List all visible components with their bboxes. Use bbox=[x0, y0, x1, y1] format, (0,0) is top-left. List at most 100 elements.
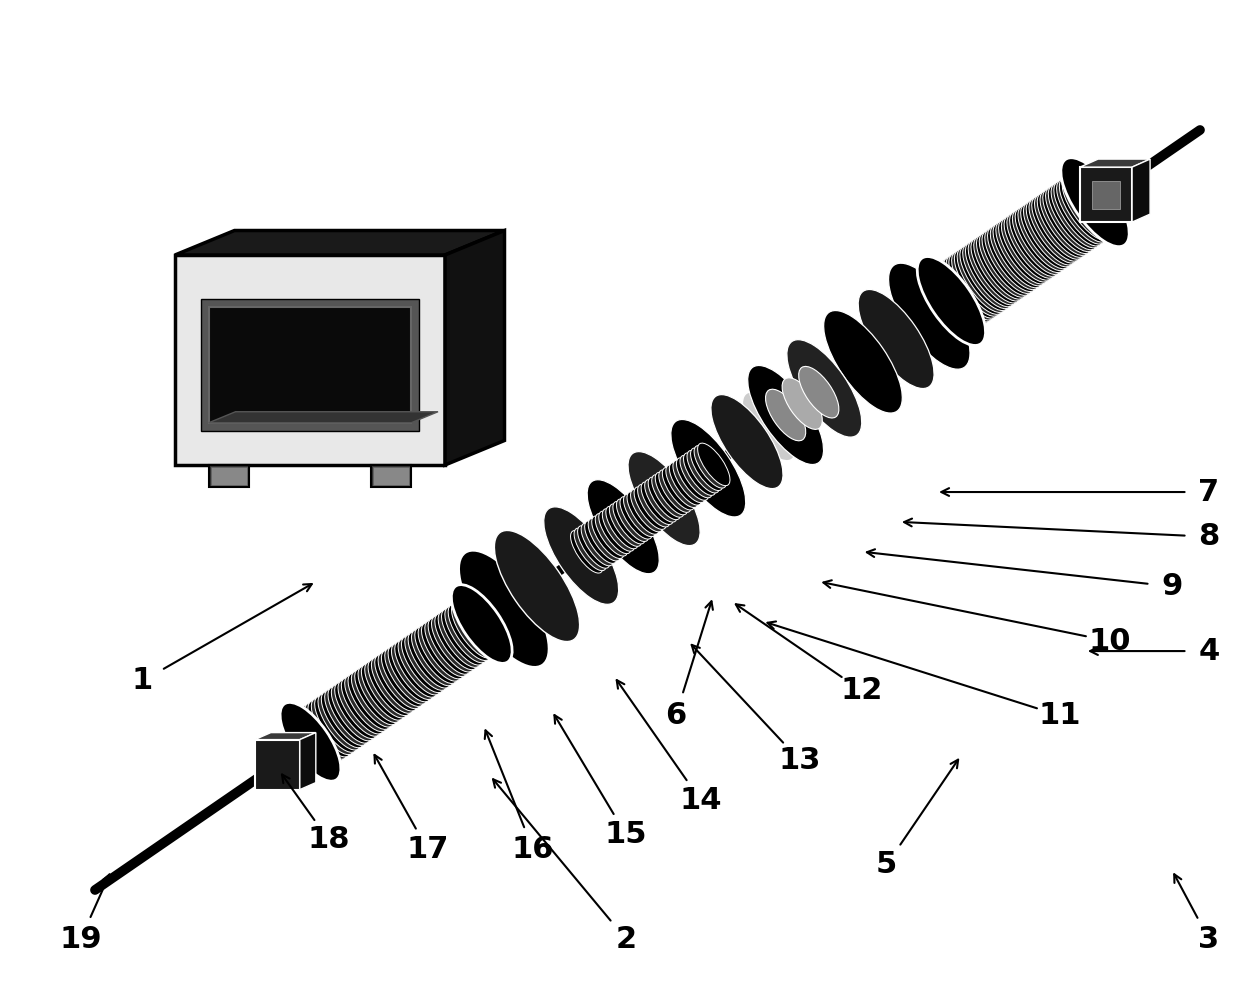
Ellipse shape bbox=[991, 225, 1039, 289]
Ellipse shape bbox=[673, 460, 706, 503]
Polygon shape bbox=[445, 231, 505, 465]
Ellipse shape bbox=[365, 662, 408, 718]
Ellipse shape bbox=[451, 584, 512, 663]
Ellipse shape bbox=[368, 659, 410, 716]
Text: 9: 9 bbox=[1161, 572, 1183, 601]
Ellipse shape bbox=[435, 613, 477, 670]
Text: 11: 11 bbox=[1039, 701, 1081, 731]
Ellipse shape bbox=[351, 671, 394, 727]
Ellipse shape bbox=[748, 366, 823, 464]
Ellipse shape bbox=[378, 652, 420, 709]
Ellipse shape bbox=[631, 489, 663, 532]
Ellipse shape bbox=[616, 499, 649, 542]
Ellipse shape bbox=[438, 611, 481, 667]
Ellipse shape bbox=[1065, 174, 1114, 239]
Ellipse shape bbox=[946, 255, 996, 320]
Polygon shape bbox=[300, 733, 316, 789]
Text: 14: 14 bbox=[680, 785, 722, 815]
Ellipse shape bbox=[1061, 158, 1130, 247]
Ellipse shape bbox=[962, 244, 1012, 309]
Ellipse shape bbox=[971, 239, 1021, 303]
Ellipse shape bbox=[966, 242, 1014, 307]
Ellipse shape bbox=[1038, 193, 1086, 257]
Ellipse shape bbox=[408, 632, 451, 688]
Ellipse shape bbox=[358, 666, 401, 723]
Text: 18: 18 bbox=[308, 825, 350, 855]
Polygon shape bbox=[211, 467, 247, 485]
Ellipse shape bbox=[315, 696, 357, 752]
Ellipse shape bbox=[652, 475, 684, 517]
Polygon shape bbox=[1080, 159, 1149, 167]
Ellipse shape bbox=[1021, 204, 1070, 268]
Ellipse shape bbox=[348, 673, 391, 730]
Ellipse shape bbox=[655, 472, 688, 515]
Ellipse shape bbox=[637, 484, 670, 527]
Text: 5: 5 bbox=[875, 850, 898, 880]
Ellipse shape bbox=[658, 470, 691, 512]
Ellipse shape bbox=[937, 261, 987, 326]
Ellipse shape bbox=[613, 501, 645, 544]
Polygon shape bbox=[175, 231, 505, 255]
Polygon shape bbox=[208, 412, 438, 422]
Ellipse shape bbox=[495, 531, 579, 641]
Ellipse shape bbox=[606, 506, 639, 549]
Ellipse shape bbox=[1002, 218, 1050, 282]
Ellipse shape bbox=[361, 664, 404, 721]
Ellipse shape bbox=[968, 241, 1017, 305]
Ellipse shape bbox=[932, 264, 982, 330]
Ellipse shape bbox=[935, 263, 985, 328]
Ellipse shape bbox=[570, 531, 603, 574]
Ellipse shape bbox=[331, 685, 374, 741]
Ellipse shape bbox=[398, 639, 441, 695]
Ellipse shape bbox=[578, 526, 610, 569]
Ellipse shape bbox=[311, 699, 355, 754]
Ellipse shape bbox=[1052, 183, 1100, 248]
Ellipse shape bbox=[982, 231, 1032, 295]
Ellipse shape bbox=[624, 494, 656, 537]
Ellipse shape bbox=[641, 482, 673, 525]
Text: 17: 17 bbox=[407, 835, 449, 865]
Ellipse shape bbox=[677, 457, 709, 500]
Text: 8: 8 bbox=[1198, 522, 1220, 552]
Ellipse shape bbox=[1004, 216, 1053, 280]
Ellipse shape bbox=[976, 235, 1025, 299]
Ellipse shape bbox=[823, 310, 903, 414]
Polygon shape bbox=[1080, 167, 1132, 222]
Ellipse shape bbox=[1063, 176, 1111, 241]
Ellipse shape bbox=[998, 220, 1048, 284]
Polygon shape bbox=[210, 465, 249, 487]
Ellipse shape bbox=[295, 710, 337, 766]
Ellipse shape bbox=[973, 237, 1023, 301]
Ellipse shape bbox=[345, 676, 387, 732]
Text: 7: 7 bbox=[1198, 477, 1220, 507]
Ellipse shape bbox=[666, 465, 698, 508]
Text: 13: 13 bbox=[779, 746, 821, 775]
Ellipse shape bbox=[355, 669, 398, 725]
Ellipse shape bbox=[980, 233, 1028, 297]
Ellipse shape bbox=[1009, 212, 1059, 276]
Ellipse shape bbox=[960, 246, 1009, 310]
Ellipse shape bbox=[582, 523, 614, 566]
Ellipse shape bbox=[609, 504, 642, 547]
Text: 10: 10 bbox=[1089, 626, 1131, 656]
Ellipse shape bbox=[329, 687, 371, 744]
Ellipse shape bbox=[339, 680, 381, 737]
Ellipse shape bbox=[649, 477, 681, 520]
Polygon shape bbox=[255, 740, 300, 789]
Ellipse shape bbox=[627, 492, 660, 534]
Ellipse shape bbox=[711, 395, 782, 489]
Text: 1: 1 bbox=[131, 666, 154, 696]
Ellipse shape bbox=[404, 634, 448, 691]
Ellipse shape bbox=[325, 689, 367, 746]
Polygon shape bbox=[1132, 159, 1149, 222]
Ellipse shape bbox=[372, 657, 414, 714]
Ellipse shape bbox=[445, 606, 487, 663]
Ellipse shape bbox=[787, 340, 862, 437]
Ellipse shape bbox=[422, 622, 464, 679]
Ellipse shape bbox=[889, 263, 970, 369]
Ellipse shape bbox=[680, 455, 712, 498]
Polygon shape bbox=[255, 733, 316, 740]
Ellipse shape bbox=[1018, 206, 1068, 270]
Ellipse shape bbox=[996, 221, 1045, 286]
Ellipse shape bbox=[321, 692, 365, 747]
